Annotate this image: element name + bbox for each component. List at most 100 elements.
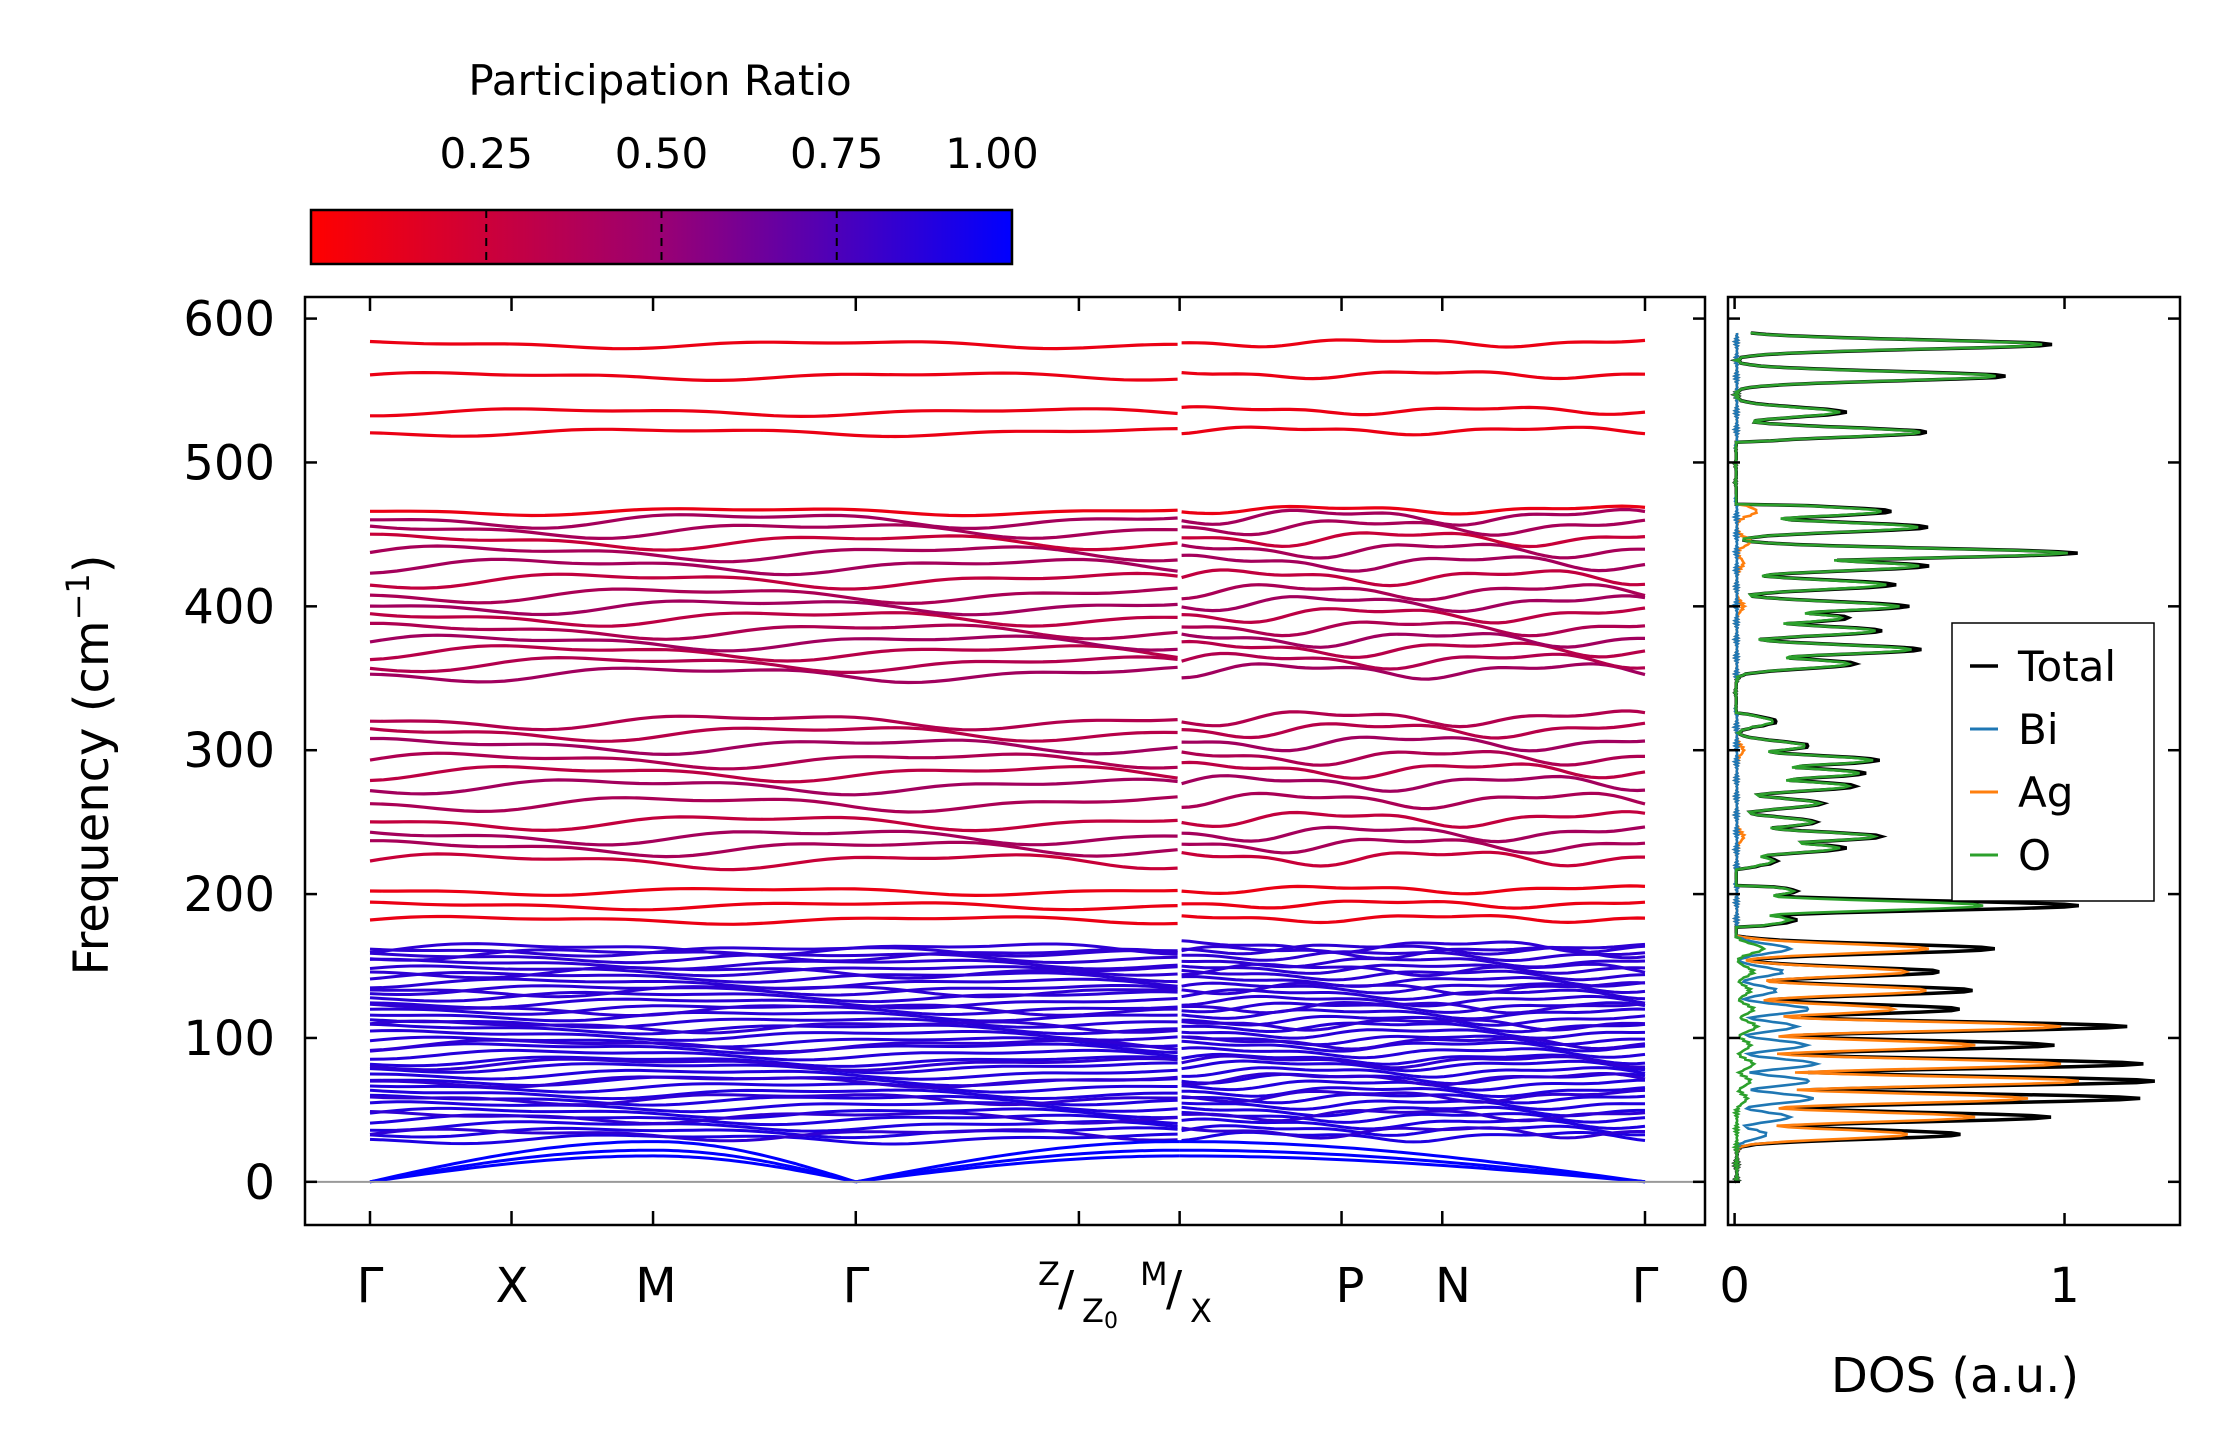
band-line	[1181, 1108, 1646, 1123]
y-tick-label: 100	[183, 1011, 275, 1067]
band-line	[369, 714, 1178, 732]
band-line	[1181, 583, 1646, 602]
band-line	[1181, 1072, 1646, 1087]
band-line	[1181, 542, 1645, 560]
band-line	[369, 1028, 1178, 1042]
acoustic-branch	[1179, 1140, 1646, 1184]
band-axes-frame	[303, 295, 1707, 1227]
y-tick-label: 300	[183, 723, 275, 779]
band-line	[369, 957, 1178, 971]
band-line	[1181, 913, 1646, 925]
band-line	[1181, 1088, 1646, 1104]
band-line	[1181, 968, 1646, 982]
band-line	[369, 557, 1178, 577]
band-line	[1181, 651, 1646, 671]
band-line	[1181, 1117, 1646, 1131]
band-line	[1181, 1066, 1646, 1079]
band-line	[1181, 750, 1645, 767]
band-line	[369, 1038, 1178, 1054]
kpath-label-gamma-3: Γ	[1632, 1258, 1659, 1314]
band-line	[369, 427, 1178, 439]
acoustic-branch	[369, 1140, 653, 1184]
band-line	[369, 829, 1178, 847]
band-line	[369, 764, 1178, 784]
band-line	[1181, 774, 1646, 793]
band-line	[1181, 1124, 1646, 1137]
band-line	[369, 751, 1178, 771]
band-line	[1181, 721, 1646, 740]
band-line	[1181, 553, 1646, 573]
band-line	[1181, 884, 1646, 896]
band-line	[369, 914, 1178, 926]
band-line	[1181, 963, 1646, 975]
band-line	[1181, 405, 1646, 417]
band-line	[1181, 594, 1646, 614]
colorbar-tick-label: 0.50	[615, 129, 709, 178]
band-line	[1181, 791, 1646, 811]
band-line	[1181, 850, 1645, 868]
acoustic-branch	[1179, 1154, 1646, 1184]
band-lines	[369, 338, 1646, 1184]
colorbar-tick-label: 0.25	[439, 129, 533, 178]
band-line	[370, 407, 1178, 419]
band-line	[1181, 1046, 1646, 1060]
band-line	[369, 1093, 1178, 1107]
band-line	[1181, 620, 1646, 638]
band-line	[1181, 568, 1646, 588]
acoustic-branch	[653, 1140, 857, 1184]
band-line	[1181, 631, 1645, 649]
y-tick-label: 0	[244, 1155, 275, 1211]
band-line	[369, 599, 1178, 617]
acoustic-branch	[855, 1154, 1180, 1184]
band-line	[369, 1061, 1178, 1075]
colorbar-title: Participation Ratio	[468, 56, 851, 105]
band-line	[369, 1002, 1178, 1017]
band-line	[1181, 1035, 1646, 1051]
band-line	[1181, 1039, 1646, 1053]
band-line	[369, 964, 1178, 978]
band-line	[369, 970, 1178, 984]
frequency-axis-ticks: 0 100 200 300 400 500 600	[183, 292, 1705, 1211]
band-line	[1181, 338, 1646, 349]
kpath-label-p: P	[1336, 1258, 1365, 1314]
band-line	[1181, 425, 1646, 437]
band-line	[369, 1106, 1178, 1120]
band-line	[1181, 1126, 1645, 1140]
frequency-axis-label: Frequency (cm−1)	[59, 554, 120, 975]
band-line	[1181, 994, 1646, 1008]
acoustic-branch	[855, 1140, 1180, 1184]
band-line	[369, 633, 1178, 653]
band-line	[370, 507, 1178, 518]
band-line	[1181, 1086, 1646, 1099]
kpath-label-x-sub: X	[1190, 1292, 1212, 1330]
band-line	[369, 984, 1178, 997]
band-line	[1181, 945, 1646, 960]
band-line	[369, 1057, 1178, 1072]
band-line	[1181, 988, 1646, 1001]
band-line	[369, 947, 1178, 963]
band-line	[369, 777, 1178, 797]
band-line	[1181, 639, 1646, 660]
dos-axis-label: DOS (a.u.)	[1831, 1348, 2079, 1404]
band-line	[369, 795, 1178, 814]
acoustic-branch	[369, 1154, 654, 1184]
band-line	[370, 513, 1178, 531]
band-line	[1181, 1007, 1646, 1021]
band-line	[1181, 981, 1646, 996]
band-line	[1181, 825, 1646, 844]
band-line	[369, 965, 1178, 980]
band-line	[369, 1019, 1178, 1035]
band-line	[369, 1110, 1178, 1126]
kpath-label-z-z0-m-x: Z / Z 0 M / X	[1038, 1255, 1212, 1334]
band-line	[369, 655, 1178, 674]
band-line	[1181, 1021, 1646, 1034]
band-line	[1181, 1110, 1646, 1124]
band-line	[1181, 504, 1646, 516]
kpath-label-n: N	[1435, 1258, 1471, 1314]
kpath-label-x: X	[496, 1258, 529, 1314]
band-line	[369, 532, 1178, 552]
kpath-label-m-sup: M	[1140, 1255, 1168, 1293]
band-line	[1181, 709, 1646, 729]
dos-x-tick-label: 1	[2049, 1258, 2080, 1314]
